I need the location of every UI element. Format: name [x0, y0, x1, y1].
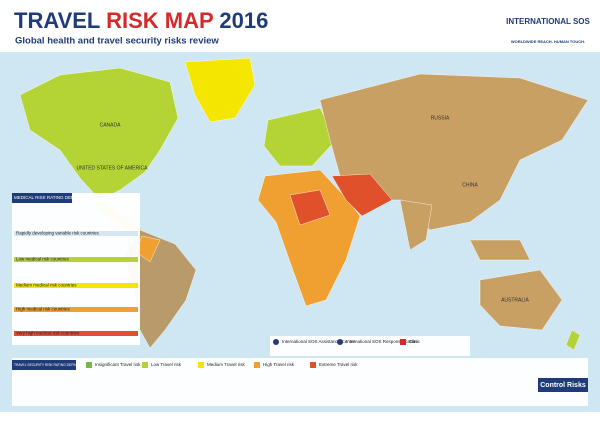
southeast-asia	[469, 239, 531, 261]
centre-label: International SOS Response Centre	[346, 339, 418, 344]
africa	[257, 169, 361, 307]
country-label: CANADA	[100, 122, 122, 128]
legend-item: Very high medical risk countries	[16, 331, 80, 336]
legend-item: Insignificant Travel risk	[95, 362, 141, 367]
legend-item: High medical risk countries	[16, 307, 71, 312]
country-label: AUSTRALIA	[501, 297, 529, 303]
middle-east	[331, 173, 393, 217]
partner-logo	[538, 378, 588, 392]
country-label: UNITED STATES OF AMERICA	[77, 165, 149, 171]
icon	[273, 339, 279, 345]
legend-item: Low medical risk countries	[16, 257, 70, 262]
india	[399, 199, 433, 251]
title-part: 2016	[219, 8, 268, 33]
swatch	[86, 362, 92, 368]
legend-title: TRAVEL SECURITY RISK RATING DEFINITIONS	[14, 363, 88, 367]
panel	[12, 358, 588, 406]
region	[289, 189, 331, 226]
title-part: RISK MAP	[106, 8, 213, 33]
icon	[337, 339, 343, 345]
title: TRAVEL RISK MAP 2016	[14, 8, 268, 33]
security-legend: TRAVEL SECURITY RISK RATING DEFINITIONS …	[12, 358, 588, 406]
logo-name: INTERNATIONAL SOS	[506, 17, 590, 26]
partner-name: Control Risks	[540, 382, 586, 389]
swatch	[14, 283, 138, 288]
subtitle: Global health and travel security risks …	[15, 36, 219, 47]
icon	[400, 339, 406, 345]
north-america	[19, 67, 179, 201]
greenland	[184, 57, 256, 123]
centre-label: Clinic	[409, 339, 421, 344]
swatch	[198, 362, 204, 368]
europe	[263, 107, 337, 167]
legend-item: Rapidly developing variable risk countri…	[16, 231, 100, 236]
title-part: TRAVEL	[14, 8, 100, 33]
panel-header	[12, 193, 72, 203]
panel	[270, 336, 470, 356]
swatch	[254, 362, 260, 368]
swatch	[14, 307, 138, 312]
medical-legend: MEDICAL RISK RATING DEFINITIONS Rapidly …	[12, 193, 140, 345]
swatch	[142, 362, 148, 368]
legend-item: Medium Travel risk	[207, 362, 246, 367]
swatch	[310, 362, 316, 368]
centres: International SOS Assistance Centre Inte…	[270, 336, 470, 356]
australia	[479, 269, 563, 331]
legend-item: Low Travel risk	[151, 362, 182, 367]
legend-item: Extreme Travel risk	[319, 362, 358, 367]
legend-item: High Travel risk	[263, 362, 295, 367]
panel	[12, 193, 140, 345]
new-zealand	[565, 329, 581, 351]
swatch	[14, 257, 138, 262]
legend-title: MEDICAL RISK RATING DEFINITIONS	[14, 195, 93, 200]
legend-item: Medium medical risk countries	[16, 283, 77, 288]
logo-tagline: WORLDWIDE REACH. HUMAN TOUCH.	[511, 39, 585, 44]
centre-label: International SOS Assistance Centre	[282, 339, 356, 344]
panel-header	[12, 360, 76, 370]
swatch	[14, 331, 138, 336]
swatch	[14, 231, 138, 236]
country-label: CHINA	[462, 182, 478, 188]
country-label: RUSSIA	[431, 115, 450, 121]
